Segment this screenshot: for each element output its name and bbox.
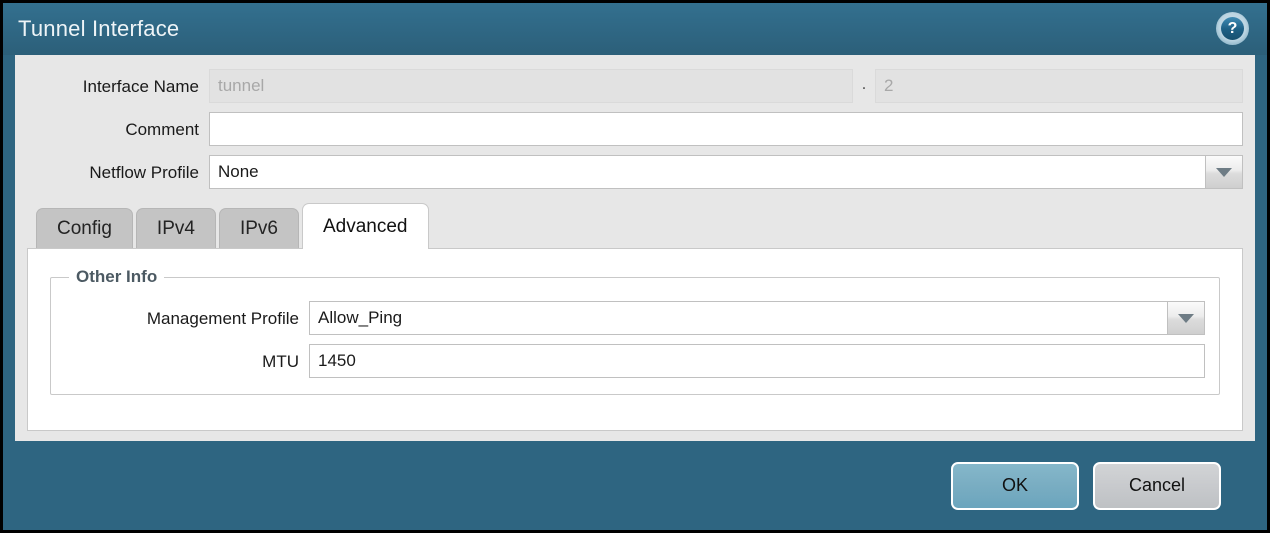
netflow-profile-value[interactable]: None <box>209 155 1205 189</box>
tab-ipv4-label: IPv4 <box>156 217 195 239</box>
cancel-button-label: Cancel <box>1128 475 1186 495</box>
help-question-mark: ? <box>1221 17 1244 40</box>
mtu-input[interactable]: 1450 <box>309 344 1205 378</box>
tab-panel-advanced: Other Info Management Profile Allow_Ping <box>27 248 1243 431</box>
mtu-label: MTU <box>262 351 299 371</box>
tab-config[interactable]: Config <box>36 208 133 248</box>
management-profile-label: Management Profile <box>146 308 299 328</box>
management-profile-select[interactable]: Allow_Ping <box>309 301 1205 335</box>
management-profile-dropdown-button[interactable] <box>1167 301 1205 335</box>
tab-advanced-label: Advanced <box>322 215 408 237</box>
dialog-footer: OK Cancel <box>15 441 1255 530</box>
management-profile-value[interactable]: Allow_Ping <box>309 301 1167 335</box>
tunnel-interface-dialog: Tunnel Interface ? Interface Name tunnel… <box>3 3 1267 530</box>
dialog-title: Tunnel Interface <box>18 16 180 41</box>
chevron-down-icon <box>1178 313 1194 323</box>
dialog-content: Interface Name tunnel . 2 Comment Netflo… <box>15 55 1255 441</box>
interface-name-input[interactable]: tunnel <box>209 69 853 103</box>
ok-button[interactable]: OK <box>951 461 1079 510</box>
netflow-profile-select[interactable]: None <box>209 155 1243 189</box>
chevron-down-icon <box>1216 167 1232 177</box>
netflow-profile-dropdown-button[interactable] <box>1205 155 1243 189</box>
tab-ipv4[interactable]: IPv4 <box>135 208 216 248</box>
other-info-group: Other Info Management Profile Allow_Ping <box>50 267 1220 395</box>
comment-input[interactable] <box>209 112 1243 146</box>
comment-row: Comment <box>27 112 1243 146</box>
tab-ipv6-label: IPv6 <box>239 217 278 239</box>
dialog-titlebar: Tunnel Interface ? <box>3 3 1267 55</box>
interface-suffix-input[interactable]: 2 <box>875 69 1243 103</box>
tabstrip: Config IPv4 IPv6 Advanced <box>27 202 1243 249</box>
comment-label: Comment <box>125 119 199 139</box>
dialog-body-wrap: Interface Name tunnel . 2 Comment Netflo… <box>3 55 1267 530</box>
netflow-profile-row: Netflow Profile None <box>27 155 1243 189</box>
other-info-legend: Other Info <box>76 267 158 286</box>
cancel-button[interactable]: Cancel <box>1093 461 1221 510</box>
tab-advanced[interactable]: Advanced <box>301 203 429 249</box>
mtu-row: MTU 1450 <box>65 344 1205 378</box>
help-icon[interactable]: ? <box>1216 12 1249 45</box>
management-profile-row: Management Profile Allow_Ping <box>65 301 1205 335</box>
tab-ipv6[interactable]: IPv6 <box>218 208 299 248</box>
netflow-profile-label: Netflow Profile <box>89 162 199 182</box>
interface-name-label: Interface Name <box>82 76 199 96</box>
ok-button-label: OK <box>1001 475 1028 495</box>
interface-name-separator: . <box>861 73 867 93</box>
interface-name-row: Interface Name tunnel . 2 <box>27 69 1243 103</box>
tab-config-label: Config <box>57 217 112 239</box>
